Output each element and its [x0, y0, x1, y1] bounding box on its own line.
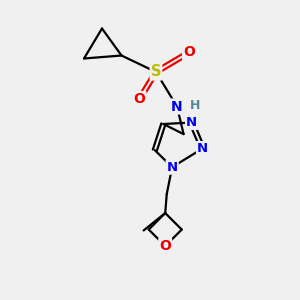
Text: H: H: [190, 99, 200, 112]
Text: N: N: [171, 100, 183, 113]
Text: N: N: [167, 161, 178, 174]
Text: O: O: [183, 46, 195, 59]
Text: O: O: [159, 239, 171, 253]
Text: S: S: [151, 64, 161, 80]
Text: N: N: [186, 116, 197, 129]
Text: N: N: [197, 142, 208, 155]
Text: O: O: [134, 92, 146, 106]
